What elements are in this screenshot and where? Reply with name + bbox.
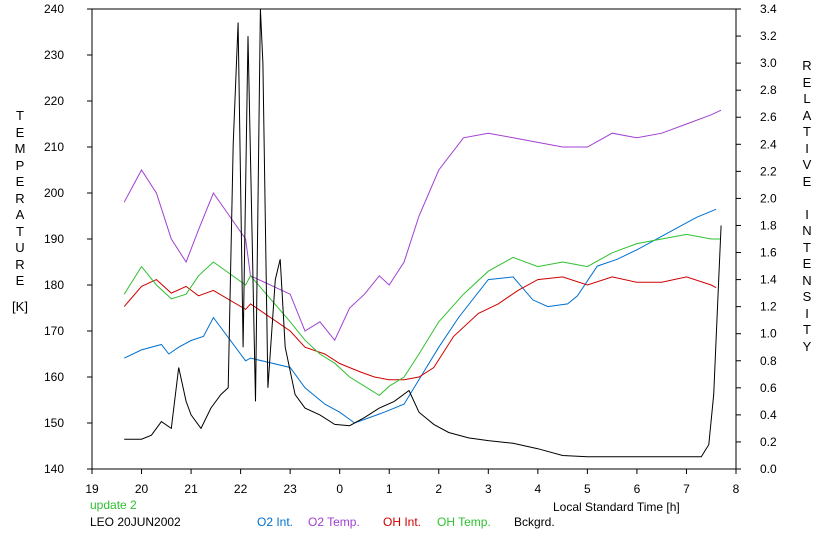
y-right-tick-label: 2.2 bbox=[760, 164, 777, 178]
axis-label-letter: R bbox=[802, 58, 812, 73]
y-right-tick-label: 1.0 bbox=[760, 327, 777, 341]
series-line-o2-temp bbox=[123, 109, 722, 342]
x-axis-label: Local Standard Time [h] bbox=[553, 500, 680, 514]
axis-label-letter: N bbox=[802, 223, 812, 238]
y-left-tick-label: 210 bbox=[44, 140, 64, 154]
y-left-tick-label: 220 bbox=[44, 94, 64, 108]
y-right-tick-label: 2.8 bbox=[760, 83, 777, 97]
series-line-oh-int bbox=[123, 276, 717, 381]
axis-label-letter: T bbox=[803, 239, 811, 255]
y-right-tick-label: 1.6 bbox=[760, 246, 777, 260]
axis-label-letter: S bbox=[802, 289, 812, 304]
series-line-bckgrd bbox=[124, 8, 722, 458]
y-right-tick-label: 1.2 bbox=[760, 300, 777, 314]
y-right-tick-label: 3.4 bbox=[760, 2, 777, 16]
y-right-tick-label: 2.0 bbox=[760, 191, 777, 205]
axis-label-letter: E bbox=[15, 174, 25, 189]
y-right-tick-label: 0.8 bbox=[760, 354, 777, 368]
y-left-tick-label: 180 bbox=[44, 278, 64, 292]
axis-label-letter: R bbox=[15, 256, 25, 272]
axis-label-letter: V bbox=[802, 157, 812, 172]
axis-label-letter: N bbox=[802, 272, 812, 288]
y-left-tick-label: 170 bbox=[44, 324, 64, 338]
dataset-annotation: LEO 20JUN2002 bbox=[90, 515, 181, 529]
axis-label-letter: T bbox=[16, 108, 24, 123]
x-tick-label: 4 bbox=[535, 482, 542, 496]
axis-label-letter: L bbox=[803, 91, 811, 106]
y-left-tick-label: 140 bbox=[44, 462, 64, 476]
legend-o2-temp: O2 Temp. bbox=[308, 515, 360, 529]
y-left-tick-label: 200 bbox=[44, 186, 64, 200]
axis-label-letter: E bbox=[802, 256, 812, 271]
x-tick-label: 7 bbox=[683, 482, 690, 496]
y-left-tick-label: 150 bbox=[44, 416, 64, 430]
axis-label-letter: E bbox=[802, 173, 812, 189]
x-tick-label: 20 bbox=[135, 482, 149, 496]
axis-label-letter: E bbox=[15, 124, 25, 140]
y-left-tick-label: 190 bbox=[44, 232, 64, 246]
y-axis-left-unit: [K] bbox=[12, 299, 28, 314]
axis-label-letter: T bbox=[803, 124, 811, 139]
x-tick-label: 6 bbox=[634, 482, 641, 496]
axis-label-letter: R bbox=[15, 190, 25, 206]
axis-label-letter: T bbox=[803, 322, 811, 337]
x-tick-label: 3 bbox=[485, 482, 492, 496]
y-left-tick-label: 230 bbox=[44, 48, 64, 62]
legend-o2-int: O2 Int. bbox=[257, 515, 294, 529]
x-tick-label: 21 bbox=[184, 482, 198, 496]
y-right-tick-label: 0.6 bbox=[760, 381, 777, 395]
x-tick-label: 1 bbox=[386, 482, 393, 496]
series-line-oh-temp bbox=[123, 233, 722, 397]
x-tick-label: 5 bbox=[584, 482, 591, 496]
axis-label-letter: T bbox=[16, 223, 24, 239]
x-tick-label: 2 bbox=[435, 482, 442, 496]
y-right-tick-label: 0.0 bbox=[760, 462, 777, 476]
legend-oh-int: OH Int. bbox=[383, 515, 422, 529]
x-tick-label: 19 bbox=[85, 482, 99, 496]
series-line-o2-int bbox=[123, 208, 717, 424]
axis-label-letter: Y bbox=[802, 338, 812, 354]
x-tick-label: 23 bbox=[283, 482, 297, 496]
x-tick-label: 0 bbox=[336, 482, 343, 496]
y-right-tick-label: 0.4 bbox=[760, 408, 777, 422]
x-tick-label: 8 bbox=[733, 482, 740, 496]
axis-label-letter: E bbox=[802, 74, 812, 90]
axis-label-letter: A bbox=[802, 107, 812, 123]
plot-frame bbox=[91, 8, 737, 470]
axis-label-letter bbox=[795, 190, 819, 207]
y-right-tick-label: 1.8 bbox=[760, 218, 777, 232]
axis-label-letter: E bbox=[15, 273, 25, 288]
y-right-tick-label: 3.0 bbox=[760, 56, 777, 70]
axis-label-letter: I bbox=[805, 305, 809, 321]
y-left-tick-label: 160 bbox=[44, 370, 64, 384]
legend-oh-temp: OH Temp. bbox=[437, 515, 491, 529]
axis-label-letter: A bbox=[15, 207, 25, 222]
legend-bckgrd: Bckgrd. bbox=[514, 515, 555, 529]
x-tick-label: 22 bbox=[234, 482, 248, 496]
y-right-tick-label: 2.4 bbox=[760, 137, 777, 151]
y-right-tick-label: 1.4 bbox=[760, 273, 777, 287]
y-right-tick-label: 2.6 bbox=[760, 110, 777, 124]
axis-label-letter: M bbox=[14, 141, 26, 156]
update-annotation: update 2 bbox=[90, 498, 137, 512]
y-left-tick-label: 240 bbox=[44, 2, 64, 16]
y-right-tick-label: 3.2 bbox=[760, 29, 777, 43]
axis-label-letter: P bbox=[15, 157, 25, 173]
y-right-tick-label: 0.2 bbox=[760, 435, 777, 449]
axis-label-letter: U bbox=[15, 240, 25, 255]
axis-label-letter: I bbox=[805, 206, 809, 222]
axis-label-letter: I bbox=[805, 140, 809, 156]
